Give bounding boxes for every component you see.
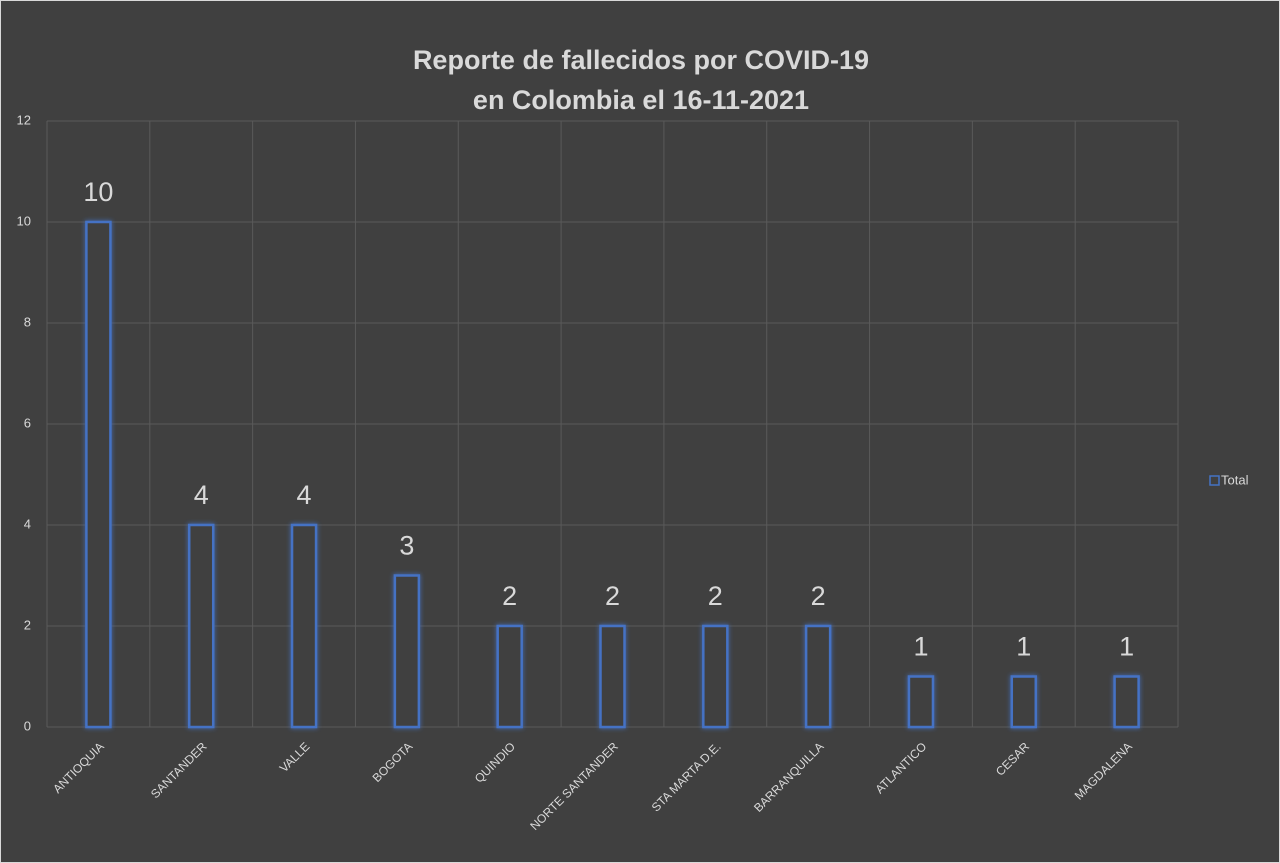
- y-tick-label: 4: [24, 516, 31, 531]
- bar: [393, 574, 421, 729]
- bar: [496, 624, 523, 729]
- data-label: 2: [605, 581, 620, 611]
- data-label: 1: [1016, 632, 1031, 662]
- y-tick-label: 0: [24, 718, 31, 733]
- y-tick-label: 12: [17, 112, 31, 127]
- bar: [907, 675, 935, 729]
- data-label: 2: [811, 581, 826, 611]
- legend-swatch: [1209, 475, 1220, 486]
- data-label: 3: [399, 531, 414, 561]
- y-tick-label: 10: [17, 213, 31, 228]
- bar: [187, 523, 215, 729]
- y-tick-label: 8: [24, 314, 31, 329]
- bar: [290, 523, 318, 729]
- legend-label: Total: [1221, 472, 1249, 487]
- data-label: 2: [708, 581, 723, 611]
- data-label: 2: [502, 581, 517, 611]
- y-tick-label: 6: [24, 415, 31, 430]
- data-label: 10: [83, 177, 113, 207]
- data-label: 4: [297, 480, 312, 510]
- data-label: 1: [913, 632, 928, 662]
- bar: [804, 624, 832, 729]
- chart-title: en Colombia el 16-11-2021: [473, 85, 809, 115]
- chart-title: Reporte de fallecidos por COVID-19: [413, 45, 869, 75]
- bar: [1010, 675, 1038, 729]
- data-label: 4: [194, 480, 209, 510]
- bar: [1113, 675, 1140, 729]
- bar: [702, 624, 729, 729]
- data-label: 1: [1119, 632, 1134, 662]
- bar: [85, 220, 112, 729]
- y-tick-label: 2: [24, 617, 31, 632]
- bar: [599, 624, 626, 729]
